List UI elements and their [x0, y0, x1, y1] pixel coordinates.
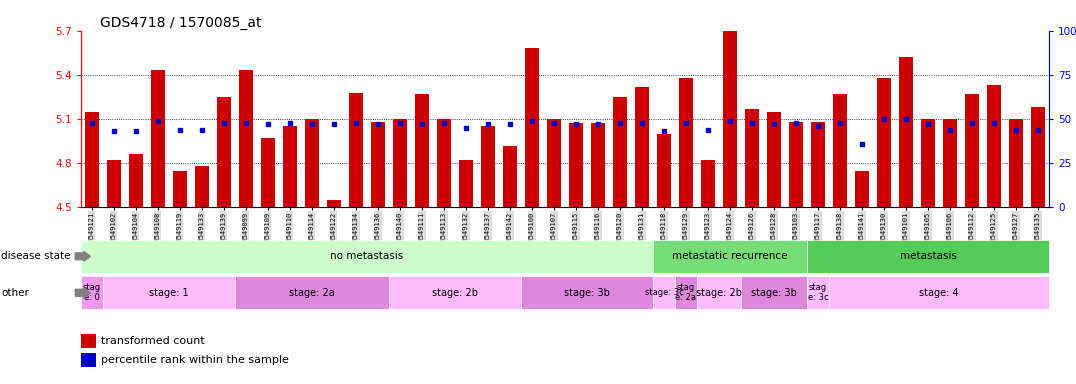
Bar — [393, 119, 407, 207]
Bar — [81, 353, 96, 367]
Text: other: other — [1, 288, 29, 298]
Text: disease state: disease state — [1, 251, 71, 262]
Bar — [172, 170, 187, 207]
Bar — [81, 240, 653, 273]
Text: metastasis: metastasis — [900, 251, 957, 262]
Bar — [811, 122, 825, 207]
Text: stage: 3b: stage: 3b — [751, 288, 797, 298]
Bar — [679, 78, 693, 207]
Bar — [128, 154, 143, 207]
Bar — [305, 119, 318, 207]
Bar — [807, 240, 1049, 273]
Bar — [239, 71, 253, 207]
Bar — [612, 97, 627, 207]
Bar — [965, 94, 979, 207]
Text: stag
e: 3c: stag e: 3c — [808, 283, 829, 303]
Text: stage: 3b: stage: 3b — [564, 288, 610, 298]
Bar — [829, 276, 1049, 309]
Bar — [723, 26, 737, 207]
Bar — [1031, 107, 1045, 207]
Text: no metastasis: no metastasis — [330, 251, 404, 262]
Bar — [260, 138, 275, 207]
Bar — [921, 119, 935, 207]
Bar — [987, 85, 1002, 207]
Bar — [635, 87, 649, 207]
Bar — [81, 276, 102, 309]
Bar — [525, 48, 539, 207]
Text: stage: 2b: stage: 2b — [431, 288, 478, 298]
Bar — [81, 334, 96, 348]
Bar — [675, 276, 697, 309]
Bar — [700, 160, 716, 207]
Bar — [854, 170, 869, 207]
Text: GDS4718 / 1570085_at: GDS4718 / 1570085_at — [100, 16, 261, 30]
Bar — [653, 276, 675, 309]
Bar — [195, 166, 209, 207]
Bar — [235, 276, 388, 309]
Bar — [547, 119, 561, 207]
Text: stage: 1: stage: 1 — [148, 288, 188, 298]
Bar — [521, 276, 653, 309]
Bar — [697, 276, 741, 309]
Bar — [327, 200, 341, 207]
Bar — [656, 134, 671, 207]
Bar — [481, 126, 495, 207]
Text: percentile rank within the sample: percentile rank within the sample — [101, 355, 289, 365]
Text: stag
e: 0: stag e: 0 — [83, 283, 101, 303]
Text: stage: 3c: stage: 3c — [645, 288, 683, 297]
Bar — [767, 112, 781, 207]
Bar — [569, 123, 583, 207]
Bar — [898, 57, 914, 207]
Bar — [349, 93, 363, 207]
Bar — [789, 122, 803, 207]
Bar — [414, 94, 429, 207]
Text: stage: 2a: stage: 2a — [289, 288, 335, 298]
Text: metastatic recurrence: metastatic recurrence — [672, 251, 788, 262]
Text: stag
e: 2a: stag e: 2a — [676, 283, 696, 303]
Bar — [102, 276, 235, 309]
Bar — [283, 126, 297, 207]
Bar — [437, 119, 451, 207]
Bar — [502, 146, 518, 207]
Text: stage: 2b: stage: 2b — [696, 288, 742, 298]
Bar — [370, 122, 385, 207]
Bar — [741, 276, 807, 309]
Bar — [833, 94, 847, 207]
Bar — [653, 240, 807, 273]
Bar — [745, 109, 760, 207]
Bar — [807, 276, 829, 309]
Text: transformed count: transformed count — [101, 336, 206, 346]
Bar — [107, 160, 121, 207]
Bar — [591, 123, 605, 207]
Bar — [151, 71, 165, 207]
Bar — [877, 78, 891, 207]
Bar — [458, 160, 473, 207]
Bar — [216, 97, 231, 207]
Bar — [943, 119, 958, 207]
Bar — [1009, 119, 1023, 207]
Bar — [388, 276, 521, 309]
Bar — [85, 112, 99, 207]
Text: stage: 4: stage: 4 — [919, 288, 959, 298]
